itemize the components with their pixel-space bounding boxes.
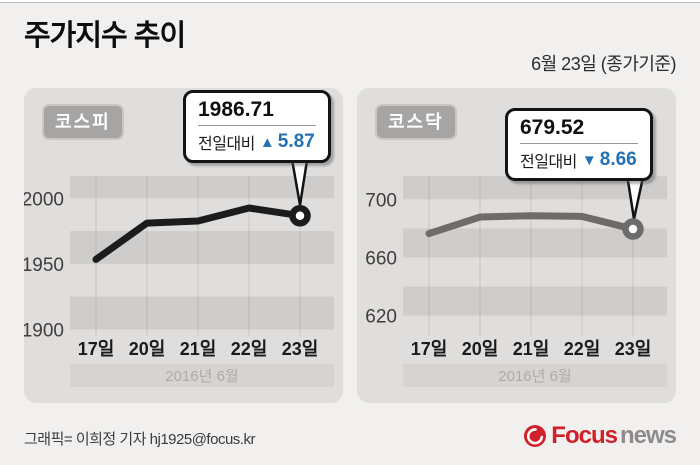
change-label: 전일대비 (198, 136, 255, 153)
callout-divider (198, 125, 316, 126)
last-point-marker (622, 218, 644, 240)
x-tick-label: 22일 (564, 339, 601, 359)
credit: 그래픽= 이희정 기자 hj1925@focus.kr (24, 431, 255, 448)
index-line (425, 212, 637, 238)
callout-divider (520, 143, 638, 144)
x-tick-label: 21일 (513, 339, 550, 359)
kospi-callout: 1986.71 전일대비 ▲ 5.87 (183, 90, 331, 163)
kospi-index-value: 1986.71 (198, 98, 274, 121)
kospi-chart-panel: 2000 1950 1900 17일 20일 21일 22일 23일 2016년 6월 코스피 … (24, 88, 343, 403)
y-tick-label: 620 (365, 307, 397, 328)
kospi-change-value: 5.87 (277, 131, 315, 152)
month-caption: 2016년 6월 (165, 368, 238, 385)
kosdaq-chart: 700 660 620 17일 20일 21일 22일 23일 2016년 6월 (365, 166, 667, 387)
kosdaq-index-value: 679.52 (520, 116, 585, 139)
y-tick-label: 1950 (24, 255, 64, 276)
x-tick-label: 20일 (462, 339, 499, 359)
focus-news-logo: Focus news (522, 422, 677, 450)
month-band (403, 364, 667, 387)
kospi-chart: 2000 1950 1900 17일 20일 21일 22일 23일 2016년 6월 (24, 146, 334, 387)
kosdaq-change-value: 8.66 (599, 149, 637, 170)
x-tick-label: 20일 (129, 339, 166, 359)
x-tick-label: 23일 (615, 339, 652, 359)
y-tick-label: 1900 (24, 320, 64, 341)
kosdaq-chart-panel: 700 660 620 17일 20일 21일 22일 23일 2016년 6월 코스닥 679… (357, 88, 676, 403)
top-divider (0, 0, 700, 3)
axis-stripe (403, 228, 667, 258)
last-point-marker (289, 204, 311, 227)
brand-text-red: Focus (551, 422, 618, 449)
kospi-change-row: 전일대비 ▲ 5.87 (198, 130, 316, 154)
focus-swirl-icon (524, 425, 547, 447)
axis-stripe (403, 286, 667, 316)
x-tick-label: 17일 (411, 339, 448, 359)
up-triangle-icon: ▲ (259, 133, 275, 151)
page-title: 주가지수 추이 (24, 20, 186, 52)
axis-stripe (70, 176, 334, 199)
y-tick-label: 2000 (24, 189, 64, 210)
x-tick-label: 17일 (78, 339, 115, 359)
x-tick-label: 22일 (231, 339, 268, 359)
axis-stripe (70, 296, 334, 330)
date-note: 6월 23일 (종가기준) (531, 54, 676, 74)
change-label: 전일대비 (520, 154, 577, 171)
down-triangle-icon: ▼ (581, 151, 597, 169)
x-tick-label: 23일 (282, 339, 319, 359)
month-caption: 2016년 6월 (498, 368, 571, 385)
brand-text-gray: news (619, 422, 677, 449)
y-tick-label: 660 (365, 248, 397, 269)
kosdaq-callout: 679.52 전일대비 ▼ 8.66 (505, 108, 653, 181)
month-band (70, 364, 334, 387)
kospi-badge: 코스피 (42, 104, 124, 140)
axis-stripe (403, 176, 667, 200)
x-tick-label: 21일 (180, 339, 217, 359)
kosdaq-badge: 코스닥 (375, 104, 457, 140)
index-line (92, 204, 304, 263)
y-tick-label: 700 (365, 190, 397, 211)
kosdaq-change-row: 전일대비 ▼ 8.66 (520, 148, 638, 172)
